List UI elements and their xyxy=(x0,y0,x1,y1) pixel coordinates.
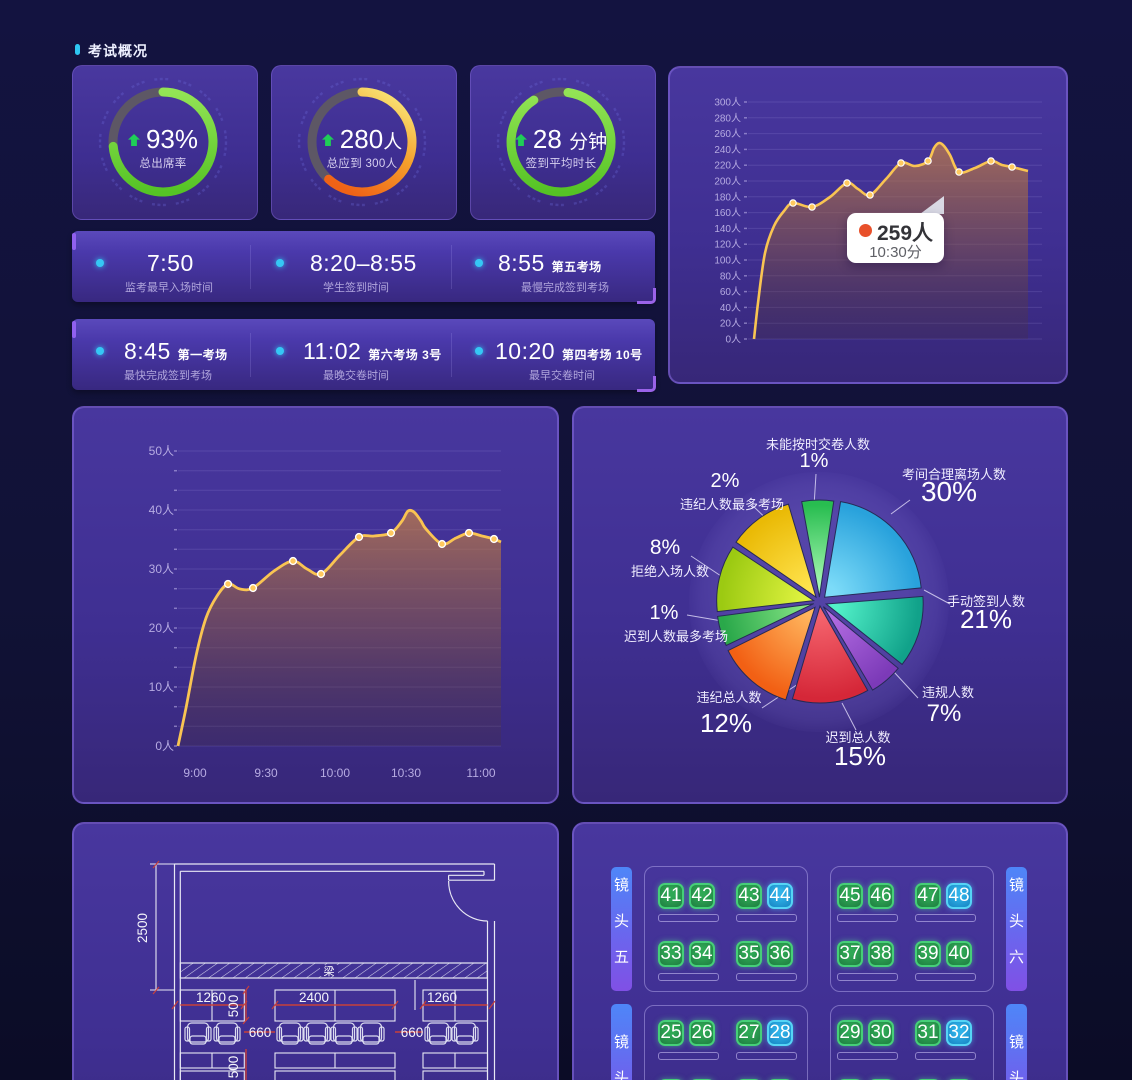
svg-text:2400: 2400 xyxy=(299,990,329,1005)
svg-text:梁: 梁 xyxy=(324,964,335,978)
svg-text:240人: 240人 xyxy=(714,144,741,156)
svg-text:120人: 120人 xyxy=(714,239,741,251)
svg-text:2500: 2500 xyxy=(135,913,150,943)
svg-text:180人: 180人 xyxy=(714,191,741,203)
svg-text:20人: 20人 xyxy=(720,318,741,330)
svg-text:660: 660 xyxy=(249,1025,272,1040)
svg-text:30人: 30人 xyxy=(149,562,174,576)
svg-text:20人: 20人 xyxy=(149,621,174,635)
svg-text:40人: 40人 xyxy=(149,503,174,517)
svg-text:80人: 80人 xyxy=(720,270,741,282)
svg-text:500: 500 xyxy=(226,995,241,1018)
svg-text:100人: 100人 xyxy=(714,255,741,267)
svg-text:260人: 260人 xyxy=(714,128,741,140)
svg-text:11:00: 11:00 xyxy=(466,766,495,780)
svg-text:50人: 50人 xyxy=(149,444,174,458)
svg-text:1260: 1260 xyxy=(427,990,457,1005)
svg-text:160人: 160人 xyxy=(714,207,741,219)
svg-text:1260: 1260 xyxy=(196,990,226,1005)
svg-text:500: 500 xyxy=(226,1056,241,1079)
svg-text:200人: 200人 xyxy=(714,176,741,188)
svg-text:660: 660 xyxy=(401,1025,424,1040)
svg-text:40人: 40人 xyxy=(720,302,741,314)
svg-text:140人: 140人 xyxy=(714,223,741,235)
svg-text:280人: 280人 xyxy=(714,112,741,124)
svg-text:60人: 60人 xyxy=(720,286,741,298)
svg-text:9:30: 9:30 xyxy=(254,766,278,780)
svg-text:300人: 300人 xyxy=(714,97,741,109)
svg-text:220人: 220人 xyxy=(714,160,741,172)
svg-text:0人: 0人 xyxy=(155,739,174,753)
svg-text:0人: 0人 xyxy=(725,334,741,346)
svg-text:10:00: 10:00 xyxy=(320,766,350,780)
svg-text:10:30: 10:30 xyxy=(391,766,421,780)
svg-text:10人: 10人 xyxy=(149,680,174,694)
svg-text:9:00: 9:00 xyxy=(183,766,207,780)
